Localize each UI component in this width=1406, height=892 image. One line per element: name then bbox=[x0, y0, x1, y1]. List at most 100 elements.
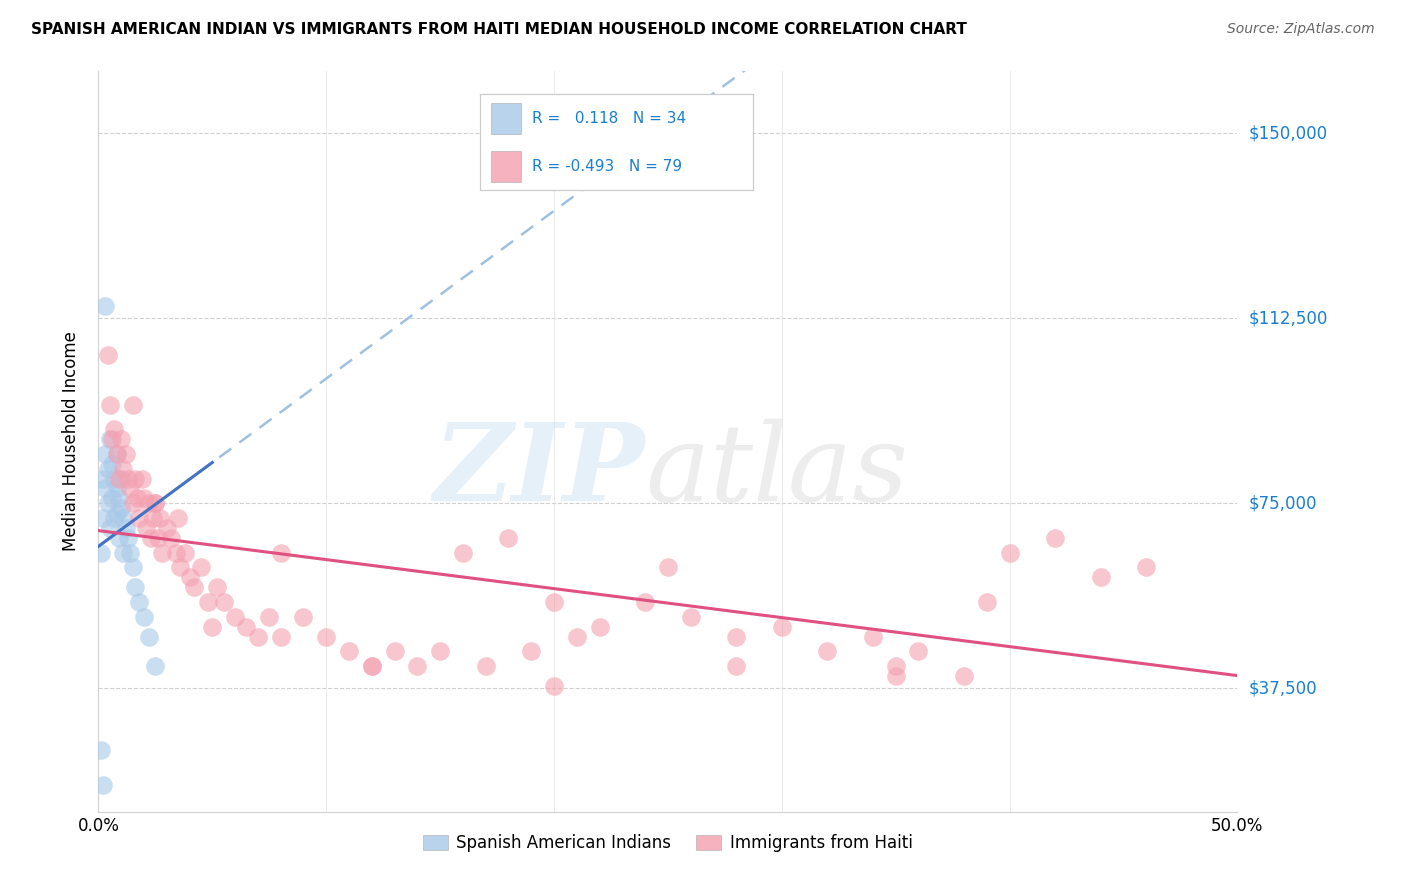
Text: ZIP: ZIP bbox=[433, 418, 645, 524]
Point bbox=[907, 644, 929, 658]
Point bbox=[205, 580, 228, 594]
Point bbox=[114, 521, 136, 535]
Point bbox=[96, 496, 118, 510]
Point bbox=[128, 511, 150, 525]
Point bbox=[127, 491, 149, 506]
Point bbox=[91, 778, 114, 792]
Point bbox=[169, 560, 191, 574]
Point bbox=[565, 630, 588, 644]
Point bbox=[131, 471, 153, 485]
Point bbox=[634, 595, 657, 609]
Text: Source: ZipAtlas.com: Source: ZipAtlas.com bbox=[1227, 22, 1375, 37]
Point bbox=[145, 659, 167, 673]
Point bbox=[145, 496, 167, 510]
Point bbox=[212, 595, 235, 609]
Point bbox=[179, 570, 201, 584]
Point bbox=[884, 669, 907, 683]
Point bbox=[190, 560, 212, 574]
Point bbox=[150, 545, 173, 560]
Text: SPANISH AMERICAN INDIAN VS IMMIGRANTS FROM HAITI MEDIAN HOUSEHOLD INCOME CORRELA: SPANISH AMERICAN INDIAN VS IMMIGRANTS FR… bbox=[31, 22, 967, 37]
Point bbox=[124, 471, 146, 485]
Point bbox=[121, 398, 143, 412]
Text: $75,000: $75,000 bbox=[1249, 494, 1317, 512]
Point bbox=[725, 630, 748, 644]
Point bbox=[360, 659, 382, 673]
Text: atlas: atlas bbox=[645, 418, 908, 524]
Point bbox=[112, 511, 135, 525]
Point bbox=[101, 457, 124, 471]
Point bbox=[292, 609, 315, 624]
Point bbox=[112, 461, 135, 475]
Point bbox=[498, 531, 520, 545]
Point bbox=[953, 669, 976, 683]
Point bbox=[149, 511, 172, 525]
Point bbox=[451, 545, 474, 560]
Point bbox=[124, 580, 146, 594]
Point bbox=[90, 545, 112, 560]
Point bbox=[360, 659, 382, 673]
Point bbox=[108, 471, 131, 485]
Point bbox=[105, 506, 128, 520]
Point bbox=[588, 620, 610, 634]
Point bbox=[201, 620, 224, 634]
Point bbox=[235, 620, 257, 634]
Point bbox=[121, 496, 143, 510]
Point bbox=[174, 545, 197, 560]
Text: $37,500: $37,500 bbox=[1249, 680, 1317, 698]
Point bbox=[259, 609, 281, 624]
Point bbox=[142, 511, 165, 525]
Point bbox=[998, 545, 1021, 560]
Point bbox=[657, 560, 679, 574]
Point bbox=[165, 545, 187, 560]
Point bbox=[270, 545, 292, 560]
Point bbox=[138, 496, 160, 510]
Point bbox=[98, 521, 121, 535]
Point bbox=[543, 679, 565, 693]
Point bbox=[94, 299, 117, 313]
Y-axis label: Median Household Income: Median Household Income bbox=[62, 332, 80, 551]
Text: $112,500: $112,500 bbox=[1249, 310, 1327, 327]
Point bbox=[384, 644, 406, 658]
Point bbox=[110, 432, 132, 446]
Point bbox=[270, 630, 292, 644]
Point bbox=[224, 609, 246, 624]
Point bbox=[337, 644, 360, 658]
Point bbox=[101, 491, 124, 506]
Point bbox=[120, 482, 142, 496]
Point bbox=[103, 422, 125, 436]
Point bbox=[976, 595, 998, 609]
Point bbox=[108, 531, 131, 545]
Point bbox=[135, 521, 157, 535]
Point bbox=[1135, 560, 1157, 574]
Point bbox=[96, 461, 118, 475]
Point bbox=[146, 531, 169, 545]
Point bbox=[103, 471, 125, 485]
Point bbox=[110, 501, 132, 516]
Point bbox=[884, 659, 907, 673]
Point bbox=[105, 447, 128, 461]
Point bbox=[167, 511, 190, 525]
Point bbox=[815, 644, 838, 658]
Point bbox=[98, 432, 121, 446]
Point bbox=[156, 521, 179, 535]
Point bbox=[98, 398, 121, 412]
Point bbox=[101, 432, 124, 446]
Point bbox=[1090, 570, 1112, 584]
Text: $150,000: $150,000 bbox=[1249, 124, 1327, 142]
Point bbox=[406, 659, 429, 673]
Point bbox=[132, 491, 155, 506]
Point bbox=[770, 620, 793, 634]
Point bbox=[1043, 531, 1066, 545]
Point bbox=[94, 482, 117, 496]
Point bbox=[725, 659, 748, 673]
Point bbox=[94, 447, 117, 461]
Point bbox=[91, 471, 114, 485]
Point bbox=[246, 630, 269, 644]
Point bbox=[138, 630, 160, 644]
Point bbox=[103, 511, 125, 525]
Point bbox=[145, 496, 167, 510]
Point bbox=[139, 531, 162, 545]
Point bbox=[105, 482, 128, 496]
Point bbox=[117, 471, 139, 485]
Point bbox=[105, 447, 128, 461]
